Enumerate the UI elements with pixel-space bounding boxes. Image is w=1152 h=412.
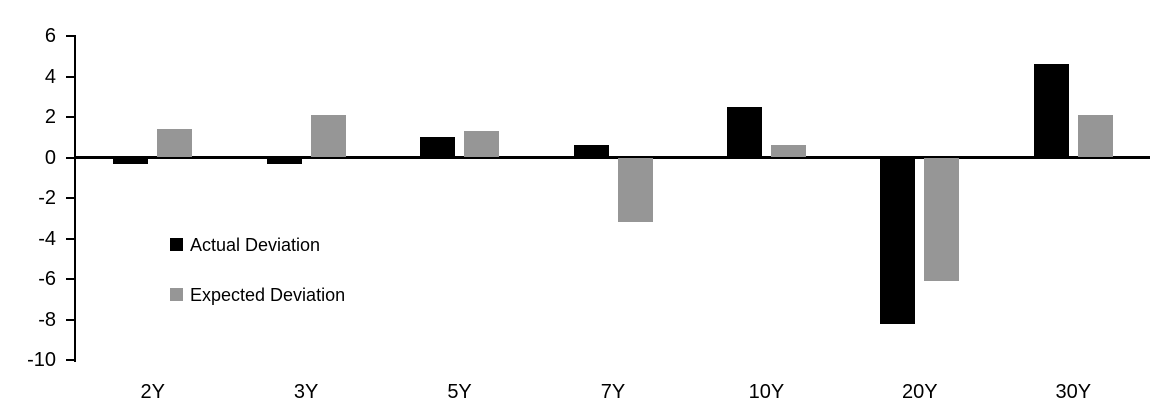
y-axis-tick-label: 0	[44, 146, 56, 169]
plot-area: 6 4 2 0 -2 -4 -6 -8 -10 2Y 3Y 5Y 7Y 10Y 20Y 30Y	[27, 25, 1150, 403]
x-axis-label-2y: 2Y	[140, 381, 165, 403]
bar-20y-actual	[880, 157, 916, 324]
legend-swatch-expected-icon	[170, 288, 183, 301]
y-axis-tick	[66, 359, 76, 361]
y-axis-tick	[66, 156, 76, 159]
y-axis-tick	[66, 278, 76, 280]
y-axis-tick	[66, 318, 76, 321]
y-axis-tick-label: 2	[44, 106, 56, 128]
y-axis-tick-label: 4	[44, 65, 56, 88]
x-axis-label-7y: 7Y	[600, 381, 626, 403]
bar-20y-expected	[924, 157, 960, 282]
bar-7y-actual	[573, 145, 609, 158]
bar-10y-expected	[770, 145, 806, 158]
bar-7y-expected	[617, 157, 653, 223]
y-axis-tick-label: -4	[38, 227, 56, 250]
x-axis-label-5y: 5Y	[447, 381, 472, 403]
x-axis-label-20y: 20Y	[902, 381, 938, 403]
legend-item-expected-deviation: Expected Deviation	[170, 284, 346, 305]
legend-label-actual: Actual Deviation	[190, 234, 321, 255]
y-axis-tick-label: -2	[38, 187, 56, 209]
y-axis-tick	[66, 197, 76, 199]
legend-swatch-actual-icon	[170, 238, 183, 251]
bar-2y-expected	[157, 129, 193, 158]
y-axis-tick	[66, 75, 76, 78]
bar-5y-actual	[420, 137, 456, 158]
y-axis-tick-label: -6	[38, 268, 56, 290]
x-axis-zero-line	[76, 156, 1150, 159]
y-axis-tick	[66, 237, 76, 240]
bar-10y-actual	[726, 106, 762, 158]
x-axis-label-3y: 3Y	[293, 381, 319, 403]
y-axis-tick	[66, 116, 76, 118]
x-axis-label-10y: 10Y	[748, 381, 785, 403]
y-axis-tick-label: -10	[27, 349, 56, 371]
y-axis-tick	[66, 35, 76, 37]
bar-30y-actual	[1033, 64, 1069, 158]
bar-2y-actual	[113, 157, 149, 164]
legend-label-expected: Expected Deviation	[190, 284, 346, 305]
y-axis-tick-label: -8	[38, 308, 56, 331]
y-axis-tick-label: 6	[44, 25, 56, 47]
legend-item-actual-deviation: Actual Deviation	[170, 234, 321, 255]
x-axis-label-30y: 30Y	[1055, 381, 1092, 403]
bar-3y-expected	[310, 114, 346, 158]
bar-5y-expected	[464, 131, 500, 158]
bar-30y-expected	[1077, 114, 1113, 158]
bar-3y-actual	[266, 157, 302, 164]
